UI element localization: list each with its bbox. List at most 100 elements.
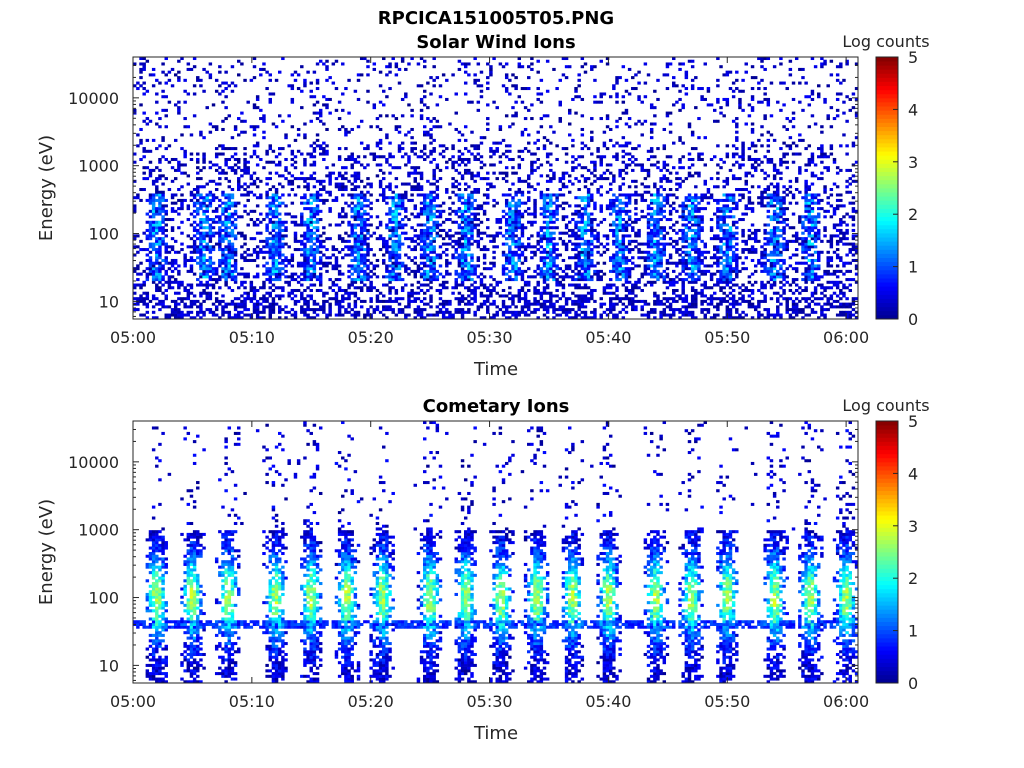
heatmap-cell (441, 310, 446, 314)
heatmap-cell (385, 95, 389, 99)
heatmap-cell (325, 106, 329, 110)
heatmap-cell (341, 313, 345, 317)
heatmap-cell (463, 297, 468, 301)
heatmap-cell (549, 125, 553, 129)
heatmap-cell (227, 269, 232, 273)
heatmap-cell (400, 155, 405, 159)
heatmap-cell (533, 168, 537, 172)
heatmap-cell (564, 147, 569, 151)
heatmap-cell (514, 250, 518, 254)
heatmap-cell (549, 297, 553, 301)
heatmap-cell (457, 163, 462, 167)
heatmap-cell (432, 223, 436, 227)
heatmap-cell (337, 313, 342, 317)
heatmap-cell (649, 242, 654, 246)
heatmap-cell (634, 220, 638, 224)
heatmap-cell (205, 70, 209, 74)
heatmap-cell (467, 248, 471, 252)
heatmap-cell (615, 267, 619, 271)
heatmap-cell (199, 226, 203, 230)
heatmap-cell (580, 242, 585, 246)
heatmap-cell (517, 166, 522, 170)
heatmap-cell (602, 92, 607, 96)
heatmap-cell (328, 305, 332, 309)
heatmap-cell (353, 185, 358, 189)
heatmap-cell (460, 234, 465, 238)
heatmap-cell (473, 188, 477, 192)
heatmap-cell (287, 179, 291, 183)
heatmap-cell (438, 234, 443, 238)
heatmap-cell (561, 294, 566, 298)
heatmap-cell (268, 267, 272, 271)
heatmap-cell (397, 278, 402, 282)
heatmap-cell (517, 294, 522, 298)
heatmap-cell (325, 198, 329, 202)
heatmap-cell (303, 177, 307, 181)
heatmap-cell (167, 286, 172, 290)
heatmap-cell (151, 316, 156, 320)
heatmap-cell (552, 177, 556, 181)
heatmap-cell (586, 223, 591, 227)
heatmap-cell (530, 57, 534, 61)
heatmap-cell (649, 283, 654, 287)
heatmap-cell (259, 157, 263, 162)
heatmap-cell (237, 73, 241, 77)
heatmap-cell (344, 215, 348, 219)
heatmap-cell (621, 144, 626, 148)
heatmap-cell (508, 78, 512, 82)
heatmap-cell (520, 272, 525, 276)
heatmap-cell (303, 278, 307, 282)
heatmap-cell (602, 286, 607, 290)
heatmap-cell (233, 201, 238, 205)
heatmap-cell (196, 231, 200, 235)
heatmap-cell (561, 283, 566, 287)
heatmap-cell (514, 226, 518, 230)
heatmap-cell (432, 78, 436, 82)
heatmap-cell (482, 248, 487, 252)
heatmap-cell (558, 188, 562, 192)
heatmap-cell (148, 198, 153, 202)
heatmap-cell (151, 198, 156, 202)
heatmap-cell (426, 264, 430, 268)
heatmap-cell (158, 223, 162, 227)
heatmap-cell (489, 65, 493, 69)
heatmap-cell (221, 100, 225, 104)
heatmap-cell (419, 231, 424, 235)
heatmap-cell (599, 177, 603, 181)
heatmap-cell (441, 220, 446, 224)
heatmap-cell (489, 291, 493, 295)
heatmap-cell (278, 212, 282, 216)
heatmap-cell (621, 65, 626, 69)
heatmap-cell (495, 310, 499, 314)
heatmap-cell (432, 149, 436, 153)
heatmap-cell (508, 218, 512, 222)
heatmap-cell (391, 155, 395, 159)
heatmap-cell (508, 316, 512, 320)
heatmap-cell (467, 294, 471, 298)
heatmap-cell (151, 212, 156, 216)
heatmap-cell (211, 196, 216, 200)
heatmap-cell (634, 207, 638, 211)
heatmap-cell (359, 223, 364, 227)
heatmap-cell (593, 207, 597, 211)
heatmap-cell (211, 209, 216, 213)
heatmap-cell (214, 299, 219, 303)
heatmap-cell (435, 313, 440, 317)
heatmap-cell (473, 78, 477, 82)
heatmap-cell (278, 237, 282, 241)
heatmap-cell (608, 256, 613, 260)
heatmap-cell (214, 152, 219, 156)
heatmap-cell (514, 234, 518, 238)
heatmap-cell (533, 201, 537, 205)
heatmap-cell (325, 313, 329, 317)
heatmap-cell (233, 264, 238, 268)
heatmap-cell (177, 188, 181, 192)
heatmap-cell (407, 171, 411, 175)
heatmap-cell (590, 278, 594, 282)
heatmap-cell (183, 288, 187, 293)
heatmap-cell (218, 248, 222, 252)
heatmap-cell (413, 256, 417, 260)
heatmap-cell (640, 198, 644, 202)
heatmap-cell (470, 177, 474, 181)
heatmap-cell (296, 280, 301, 284)
